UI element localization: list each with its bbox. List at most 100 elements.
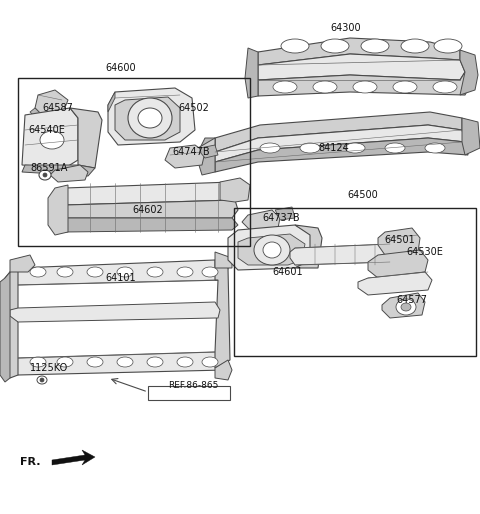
Ellipse shape: [128, 98, 172, 138]
Ellipse shape: [147, 357, 163, 367]
Polygon shape: [35, 90, 68, 118]
Polygon shape: [10, 302, 220, 322]
Polygon shape: [460, 50, 478, 95]
Ellipse shape: [43, 173, 47, 177]
Polygon shape: [215, 125, 465, 162]
Ellipse shape: [147, 267, 163, 277]
Ellipse shape: [353, 81, 377, 93]
Text: REF.86-865: REF.86-865: [168, 380, 218, 390]
Ellipse shape: [263, 242, 281, 258]
Text: 64540E: 64540E: [28, 125, 65, 135]
Text: 64500: 64500: [347, 190, 378, 200]
Polygon shape: [275, 207, 295, 220]
Polygon shape: [55, 200, 238, 218]
Polygon shape: [198, 138, 215, 158]
Polygon shape: [48, 185, 68, 235]
Polygon shape: [52, 450, 95, 465]
Ellipse shape: [401, 303, 411, 311]
Polygon shape: [55, 218, 238, 232]
Text: 64577: 64577: [396, 295, 427, 305]
Polygon shape: [215, 260, 230, 368]
Text: 86591A: 86591A: [30, 163, 67, 173]
Polygon shape: [295, 225, 322, 268]
Polygon shape: [70, 108, 102, 168]
Ellipse shape: [425, 143, 445, 153]
Text: 64737B: 64737B: [262, 213, 300, 223]
Text: 84124: 84124: [318, 143, 349, 153]
Text: 64600: 64600: [105, 63, 136, 73]
Ellipse shape: [40, 378, 44, 382]
Text: 64602: 64602: [132, 205, 163, 215]
Ellipse shape: [300, 143, 320, 153]
Polygon shape: [215, 112, 462, 152]
Polygon shape: [5, 268, 18, 378]
Polygon shape: [220, 178, 250, 202]
Text: 64501: 64501: [384, 235, 415, 245]
Polygon shape: [200, 145, 218, 158]
Polygon shape: [462, 118, 480, 155]
Bar: [148, 386, 230, 400]
Ellipse shape: [281, 39, 309, 53]
Polygon shape: [242, 210, 280, 230]
Text: 64747B: 64747B: [172, 147, 210, 157]
Bar: [18, 78, 250, 246]
Polygon shape: [50, 165, 88, 182]
Ellipse shape: [39, 170, 51, 180]
Polygon shape: [215, 252, 232, 268]
Ellipse shape: [313, 81, 337, 93]
Polygon shape: [378, 228, 420, 255]
Ellipse shape: [87, 267, 103, 277]
Polygon shape: [245, 48, 258, 98]
Polygon shape: [108, 92, 115, 112]
Ellipse shape: [254, 235, 290, 265]
Ellipse shape: [30, 267, 46, 277]
Polygon shape: [22, 108, 78, 168]
Polygon shape: [215, 360, 232, 380]
Polygon shape: [228, 225, 312, 270]
Polygon shape: [258, 72, 470, 96]
Polygon shape: [55, 182, 240, 205]
Polygon shape: [238, 234, 305, 265]
Ellipse shape: [361, 39, 389, 53]
Polygon shape: [258, 38, 460, 65]
Polygon shape: [22, 165, 95, 176]
Polygon shape: [165, 145, 205, 168]
Ellipse shape: [87, 357, 103, 367]
Ellipse shape: [433, 81, 457, 93]
Polygon shape: [258, 54, 465, 80]
Ellipse shape: [401, 39, 429, 53]
Text: 1125KO: 1125KO: [30, 363, 68, 373]
Ellipse shape: [177, 357, 193, 367]
Polygon shape: [10, 260, 228, 285]
Polygon shape: [368, 250, 428, 278]
Text: 64587: 64587: [42, 103, 73, 113]
Bar: [234, 208, 476, 356]
Ellipse shape: [260, 143, 280, 153]
Ellipse shape: [393, 81, 417, 93]
Ellipse shape: [202, 267, 218, 277]
Polygon shape: [198, 138, 215, 175]
Polygon shape: [115, 97, 180, 140]
Polygon shape: [30, 108, 45, 122]
Text: 64530E: 64530E: [406, 247, 443, 257]
Text: 64101: 64101: [105, 273, 136, 283]
Ellipse shape: [202, 357, 218, 367]
Ellipse shape: [40, 131, 64, 149]
Ellipse shape: [57, 357, 73, 367]
Ellipse shape: [57, 267, 73, 277]
Ellipse shape: [138, 108, 162, 128]
Ellipse shape: [345, 143, 365, 153]
Text: 64502: 64502: [178, 103, 209, 113]
Polygon shape: [0, 272, 10, 382]
Polygon shape: [108, 88, 195, 145]
Polygon shape: [10, 352, 228, 375]
Polygon shape: [290, 244, 395, 265]
Ellipse shape: [117, 357, 133, 367]
Text: FR.: FR.: [20, 457, 40, 467]
Ellipse shape: [177, 267, 193, 277]
Ellipse shape: [396, 299, 416, 315]
Ellipse shape: [434, 39, 462, 53]
Polygon shape: [382, 293, 425, 318]
Text: 64300: 64300: [330, 23, 360, 33]
Polygon shape: [215, 138, 468, 172]
